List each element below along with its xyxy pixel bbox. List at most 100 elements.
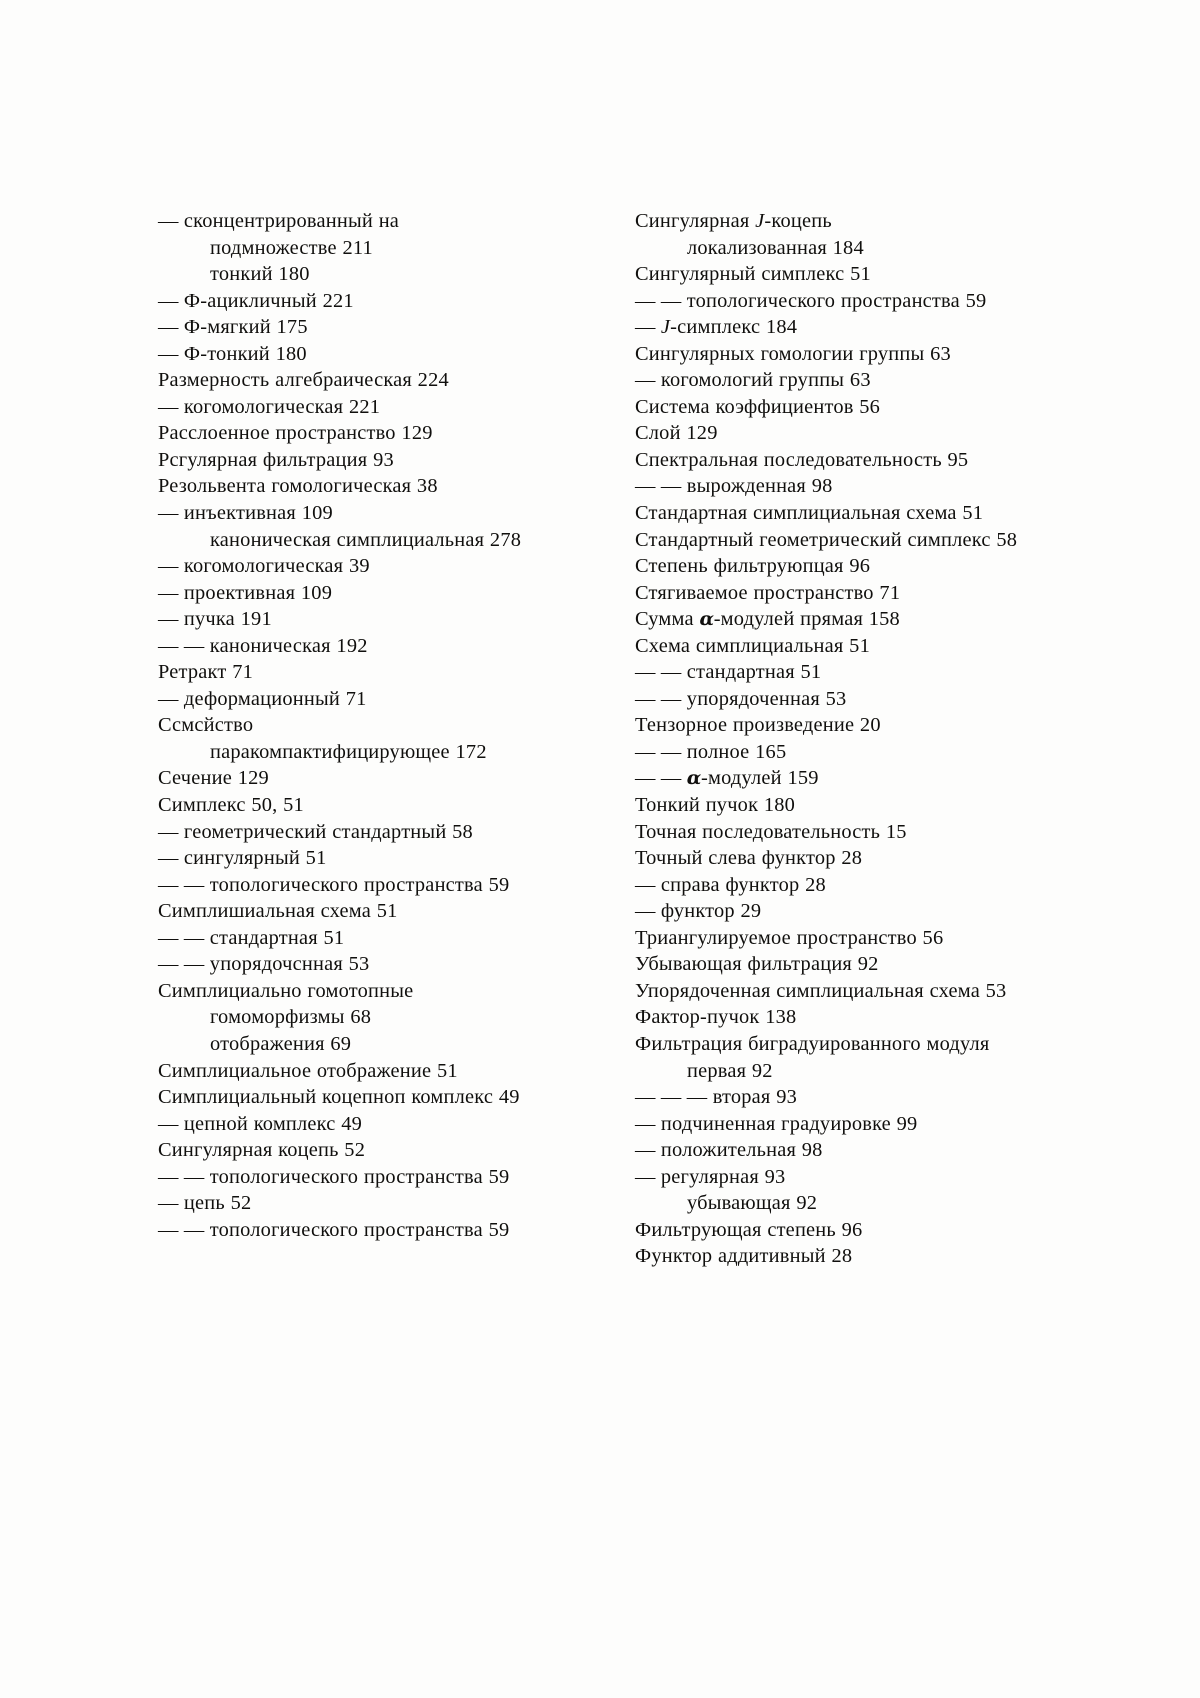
index-entry: Сечение 129 xyxy=(158,765,573,792)
entry-text: Фактор-пучок 138 xyxy=(635,1006,797,1029)
index-entry: — функтор 29 xyxy=(635,898,1050,925)
entry-text: Сингулярная коцепь 52 xyxy=(158,1139,366,1162)
entry-text: регулярная 93 xyxy=(660,1165,786,1188)
entry-text: Тензорное произведение 20 xyxy=(635,714,881,737)
index-entry: — положительная 98 xyxy=(635,1137,1050,1164)
index-entry: Система коэффициентов 56 xyxy=(635,394,1050,421)
entry-text: сингулярный 51 xyxy=(183,847,327,870)
entry-text: Ф-ацикличный 221 xyxy=(183,289,354,312)
entry-text: каноническая 192 xyxy=(209,634,368,657)
entry-text: Сингулярный симплекс 51 xyxy=(635,263,871,286)
index-entry: Схема симплициальная 51 xyxy=(635,633,1050,660)
left-column: — сконцентрированный на подмножестве 211 т… xyxy=(158,208,573,1243)
index-entry: паракомпактифицирующее 172 xyxy=(158,739,573,766)
entry-text: стандартная 51 xyxy=(686,661,822,684)
index-entry: — — каноническая 192 xyxy=(158,633,573,660)
index-entry: — справа функтор 28 xyxy=(635,872,1050,899)
index-entry: Тонкий пучок 180 xyxy=(635,792,1050,819)
index-entry: Стандартная симплициальная схема 51 xyxy=(635,500,1050,527)
index-entry: — деформационный 71 xyxy=(158,686,573,713)
entry-dash: — xyxy=(635,1165,661,1188)
entry-text: подчиненная градуировке 99 xyxy=(660,1112,918,1135)
entry-text: Убывающая фильтрация 92 xyxy=(635,953,879,976)
entry-dash: — xyxy=(158,342,184,365)
entry-text: Триангулируемое пространство 56 xyxy=(635,926,944,949)
entry-text: когомологическая 39 xyxy=(183,555,370,578)
entry-dash: — — xyxy=(158,953,210,976)
index-entry: Слой 129 xyxy=(635,420,1050,447)
index-entry: — Ф-ацикличный 221 xyxy=(158,288,573,315)
index-entry: — — топологического пространства 59 xyxy=(635,288,1050,315)
index-entry: — подчиненная градуировке 99 xyxy=(635,1111,1050,1138)
entry-dash: — xyxy=(635,873,661,896)
entry-text: Слой 129 xyxy=(635,422,718,445)
entry-text: деформационный 71 xyxy=(183,687,367,710)
entry-text: Расслоенное пространство 129 xyxy=(158,422,433,445)
index-entry: Сингулярный симплекс 51 xyxy=(635,261,1050,288)
index-entry: Степень фильтруюпцая 96 xyxy=(635,553,1050,580)
entry-text: Сечение 129 xyxy=(158,767,269,790)
entry-dash: — xyxy=(158,210,184,232)
entry-text: Фильтрация биградуированного модуля перв… xyxy=(635,1032,990,1082)
entry-text: Стягиваемое пространство 71 xyxy=(635,581,901,604)
index-entry: Функтор аддитивный 28 xyxy=(635,1243,1050,1270)
entry-text: Упорядоченная симплициальная схема 53 xyxy=(635,979,1007,1002)
index-entry: Стандартный геометрический симплекс 58 xyxy=(635,527,1050,554)
entry-text: каноническая симплициальная 278 xyxy=(210,528,522,551)
entry-text: Рсгулярная фильтрация 93 xyxy=(158,448,394,471)
index-entry: — цепной комплекс 49 xyxy=(158,1111,573,1138)
entry-text: пучка 191 xyxy=(183,608,272,631)
index-entry: Упорядоченная симплициальная схема 53 xyxy=(635,978,1050,1005)
entry-text: Спектральная последовательность 95 xyxy=(635,448,969,471)
index-entry: — инъективная 109 xyxy=(158,500,573,527)
entry-text: убывающая 92 xyxy=(687,1192,818,1215)
entry-text: Схема симплициальная 51 xyxy=(635,634,870,657)
index-entry: Убывающая фильтрация 92 xyxy=(635,951,1050,978)
entry-text: паракомпактифицирующее 172 xyxy=(210,740,487,763)
entry-text: Симплициальное отображение 51 xyxy=(158,1059,458,1082)
index-entry: Сингулярная J-коцепь xyxy=(635,208,1050,235)
entry-text: сконцентрированный на xyxy=(183,210,400,232)
entry-dash: — — xyxy=(635,661,687,684)
index-entry: тонкий 180 xyxy=(158,261,573,288)
index-entry: Рсгулярная фильтрация 93 xyxy=(158,447,573,474)
entry-text: -симплекс 184 xyxy=(670,316,798,339)
index-entry: Фильтрующая степень 96 xyxy=(635,1217,1050,1244)
entry-text: Фильтрующая степень 96 xyxy=(635,1218,863,1241)
entry-dash: — — — xyxy=(635,1086,713,1109)
entry-dash: — — xyxy=(158,873,210,896)
index-entry: подмножестве 211 xyxy=(158,235,573,262)
entry-dash: — — xyxy=(158,1165,210,1188)
entry-text: когомологий группы 63 xyxy=(660,369,871,392)
index-entry: — — топологического пространства 59 xyxy=(158,1217,573,1244)
entry-dash: — — xyxy=(158,634,210,657)
entry-dash: — xyxy=(158,555,184,578)
index-entry: Точный слева функтор 28 xyxy=(635,845,1050,872)
entry-text: Симплициально гомотопные xyxy=(158,979,414,1002)
index-entry: — J-симплекс 184 xyxy=(635,314,1050,341)
entry-dash: — xyxy=(158,608,184,631)
index-entry: Спектральная последовательность 95 xyxy=(635,447,1050,474)
entry-text: топологического пространства 59 xyxy=(209,1218,510,1241)
entry-text: Ссмсйство xyxy=(158,714,254,737)
entry-text: Симплекс 50, 51 xyxy=(158,794,304,817)
entry-text: -модулей 159 xyxy=(701,767,819,790)
entry-text: Система коэффициентов 56 xyxy=(635,395,881,418)
entry-text: Степень фильтруюпцая 96 xyxy=(635,555,871,578)
index-entry: — — упорядоченная 53 xyxy=(635,686,1050,713)
index-entry: — — вырожденная 98 xyxy=(635,473,1050,500)
entry-dash: — — xyxy=(635,767,687,790)
index-entry: — когомологическая 221 xyxy=(158,394,573,421)
index-entry: — — полное 165 xyxy=(635,739,1050,766)
entry-text: Ф-мягкий 175 xyxy=(183,316,308,339)
index-entry: — проективная 109 xyxy=(158,580,573,607)
index-entry: Фактор-пучок 138 xyxy=(635,1004,1050,1031)
entry-dash: — xyxy=(158,316,184,339)
index-entry: Симплициальное отображение 51 xyxy=(158,1058,573,1085)
index-entry: Сингулярных гомологии группы 63 xyxy=(635,341,1050,368)
entry-text: Ф-тонкий 180 xyxy=(183,342,307,365)
index-entry: Триангулируемое пространство 56 xyxy=(635,925,1050,952)
entry-text: Сингулярных гомологии группы 63 xyxy=(635,342,951,365)
entry-text: вырожденная 98 xyxy=(686,475,833,498)
entry-dash: — xyxy=(635,1139,661,1162)
